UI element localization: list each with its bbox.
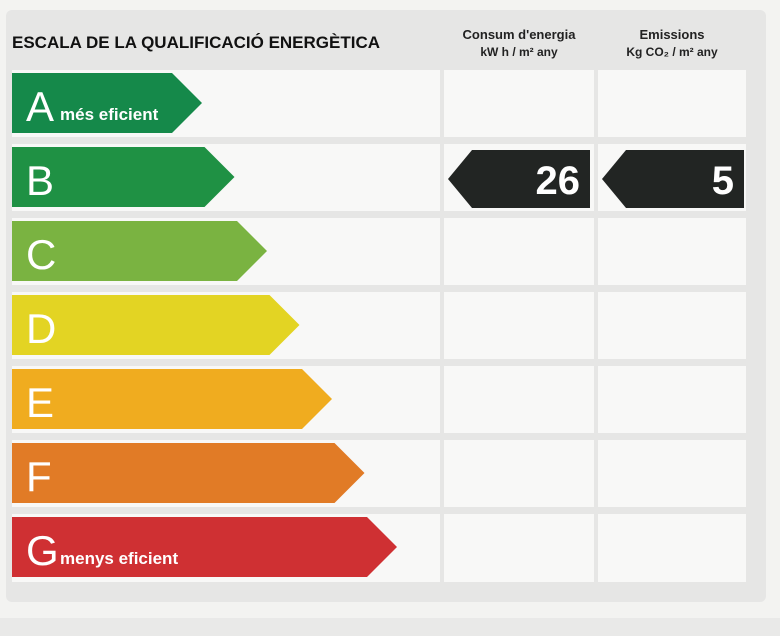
class-bar-f (12, 443, 365, 503)
class-bar-e (12, 369, 332, 429)
row-separator (12, 433, 746, 440)
class-letter-a: A (26, 83, 54, 130)
class-letter-d: D (26, 305, 56, 352)
consum-header: Consum d'energia kW h / m² any (444, 26, 594, 62)
class-bar-c (12, 221, 267, 281)
row-separator (12, 507, 746, 514)
class-bar-b (12, 147, 235, 207)
consum-unit: kW h / m² any (480, 45, 558, 59)
class-letter-e: E (26, 379, 54, 426)
scale-title: ESCALA DE LA QUALIFICACIÓ ENERGÈTICA (12, 33, 381, 52)
emissions-rating-marker (602, 150, 744, 208)
emissions-header: Emissions Kg CO₂ / m² any (598, 26, 746, 62)
page-bottom-strip (0, 618, 780, 636)
consum-title: Consum d'energia (462, 27, 576, 42)
emissions-value: 5 (712, 159, 734, 203)
class-note-g: menys eficient (60, 549, 178, 568)
row-separator (12, 285, 746, 292)
class-bar-d (12, 295, 300, 355)
class-letter-g: G (26, 527, 59, 574)
class-note-a: més eficient (60, 105, 159, 124)
class-letter-f: F (26, 453, 52, 500)
consum-rating-marker (448, 150, 590, 208)
class-bar-g (12, 517, 397, 577)
row-separator (12, 137, 746, 144)
row-separator (12, 211, 746, 218)
emissions-title: Emissions (639, 27, 705, 42)
consum-value: 26 (536, 159, 581, 203)
row-separator (12, 359, 746, 366)
emissions-unit: Kg CO₂ / m² any (626, 45, 718, 59)
class-bar-a (12, 73, 202, 133)
class-letter-c: C (26, 231, 56, 278)
class-letter-b: B (26, 157, 54, 204)
